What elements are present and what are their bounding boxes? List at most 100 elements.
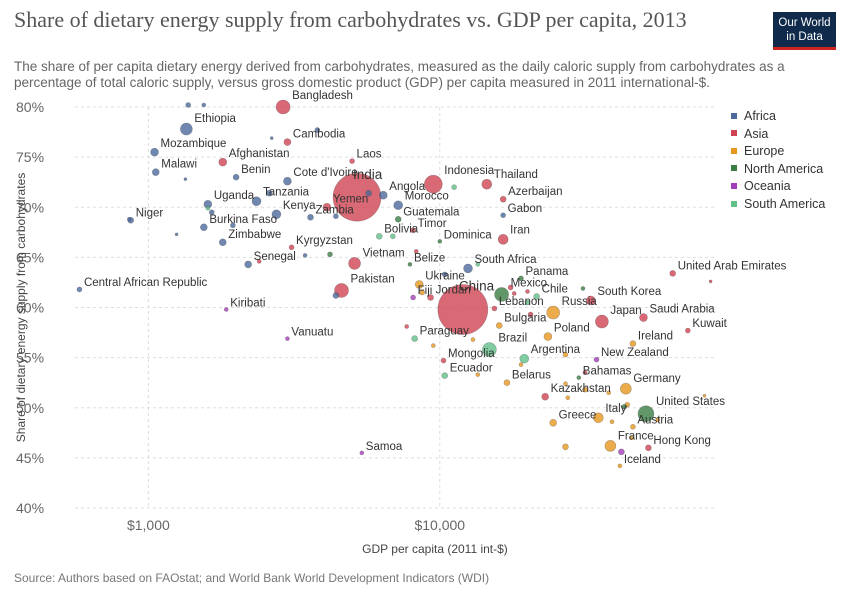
point-label: Iran (510, 224, 530, 236)
data-point (427, 294, 434, 301)
owid-logo[interactable]: Our World in Data (773, 12, 836, 50)
point-label: Mexico (511, 277, 547, 289)
legend-label: North America (744, 161, 824, 176)
data-point (244, 260, 252, 269)
data-point (411, 335, 418, 342)
point-label: Lebanon (499, 296, 544, 308)
data-point (525, 289, 530, 294)
point-label: Fiji (418, 285, 433, 297)
y-tick-label: 45% (16, 450, 44, 466)
data-point (333, 213, 339, 220)
x-axis-title: GDP per capita (2011 int-$) (362, 542, 508, 556)
data-point (365, 189, 372, 197)
data-point (407, 262, 413, 267)
point-label: Burkina Faso (209, 214, 277, 226)
data-point (266, 189, 273, 197)
point-label: Cambodia (293, 129, 346, 141)
point-label: Tanzania (263, 187, 310, 199)
point-label: France (618, 430, 654, 442)
legend-item[interactable]: Africa (731, 108, 825, 126)
legend-label: Oceania (744, 179, 791, 194)
data-point (208, 209, 215, 216)
data-point (565, 395, 571, 401)
data-point (269, 136, 274, 140)
data-point (451, 184, 457, 190)
data-point (519, 353, 530, 364)
data-point (499, 195, 507, 203)
data-point (507, 284, 514, 291)
data-point (275, 99, 291, 115)
data-point (669, 270, 677, 277)
data-point (497, 234, 509, 245)
point-label: Kyrgyzstan (296, 235, 353, 247)
data-point (470, 337, 476, 342)
data-point (314, 127, 321, 133)
data-point (230, 222, 236, 229)
point-label: Samoa (366, 441, 403, 453)
point-label: Kuwait (692, 318, 727, 330)
data-point (495, 322, 503, 329)
region-legend[interactable]: Africa Asia Europe North America Oceania Sout… (731, 108, 825, 214)
data-point (393, 200, 404, 211)
data-point (475, 262, 481, 267)
legend-item[interactable]: North America (731, 161, 825, 179)
data-point (174, 232, 179, 237)
data-point (475, 372, 481, 377)
legend-item[interactable]: Europe (731, 143, 825, 161)
source-note: Source: Authors based on FAOstat; and Wo… (14, 571, 490, 585)
legend-item[interactable]: Asia (731, 126, 825, 144)
data-point (482, 342, 497, 357)
data-point (375, 233, 383, 240)
data-point (413, 249, 419, 254)
legend-swatch (731, 130, 737, 137)
data-point (609, 419, 615, 425)
point-label: Kiribati (230, 298, 265, 310)
legend-swatch (731, 147, 737, 154)
point-label: Thailand (494, 169, 538, 181)
point-label: Kenya (283, 200, 316, 212)
point-label: Ukraine (425, 270, 465, 282)
x-tick-label: $10,000 (414, 517, 465, 533)
legend-label: Africa (744, 109, 776, 123)
point-label: Dominica (444, 229, 493, 241)
data-point (518, 362, 524, 367)
legend-swatch (731, 200, 737, 207)
data-point (595, 314, 609, 329)
data-point (582, 370, 588, 375)
point-label: Central African Republic (84, 277, 208, 289)
point-label: Guatemala (403, 206, 460, 218)
y-axis-title: Share of dietary energy supply from carb… (14, 173, 28, 442)
data-point (205, 205, 211, 211)
logo-line-2: in Data (786, 31, 823, 43)
data-point (283, 176, 292, 186)
data-point (437, 239, 443, 244)
data-point (503, 379, 511, 386)
data-point (410, 227, 416, 234)
data-point (414, 280, 424, 289)
point-label: Senegal (254, 251, 296, 263)
legend-swatch (731, 183, 737, 190)
point-label: Malawi (161, 159, 197, 171)
legend-item[interactable]: South America (731, 196, 825, 214)
point-label: Azerbaijan (508, 186, 562, 198)
point-label: Benin (241, 164, 270, 176)
data-point (349, 158, 355, 164)
data-point (546, 305, 560, 320)
data-point (563, 381, 568, 386)
point-label: Cote d'Ivoire (293, 167, 357, 179)
chart-title: Share of dietary energy supply from carb… (14, 7, 687, 32)
data-point (201, 102, 207, 108)
data-point (441, 372, 449, 379)
data-point (582, 386, 588, 393)
y-tick-label: 65% (16, 249, 44, 265)
legend-item[interactable]: Oceania (731, 178, 825, 196)
data-point (440, 357, 447, 364)
point-label: Argentina (531, 344, 581, 356)
data-point (562, 443, 569, 451)
point-label: South Korea (597, 286, 662, 298)
data-point (543, 332, 553, 341)
point-label: Germany (633, 373, 681, 385)
point-label: Indonesia (444, 165, 494, 177)
point-label: Bahamas (583, 366, 632, 378)
